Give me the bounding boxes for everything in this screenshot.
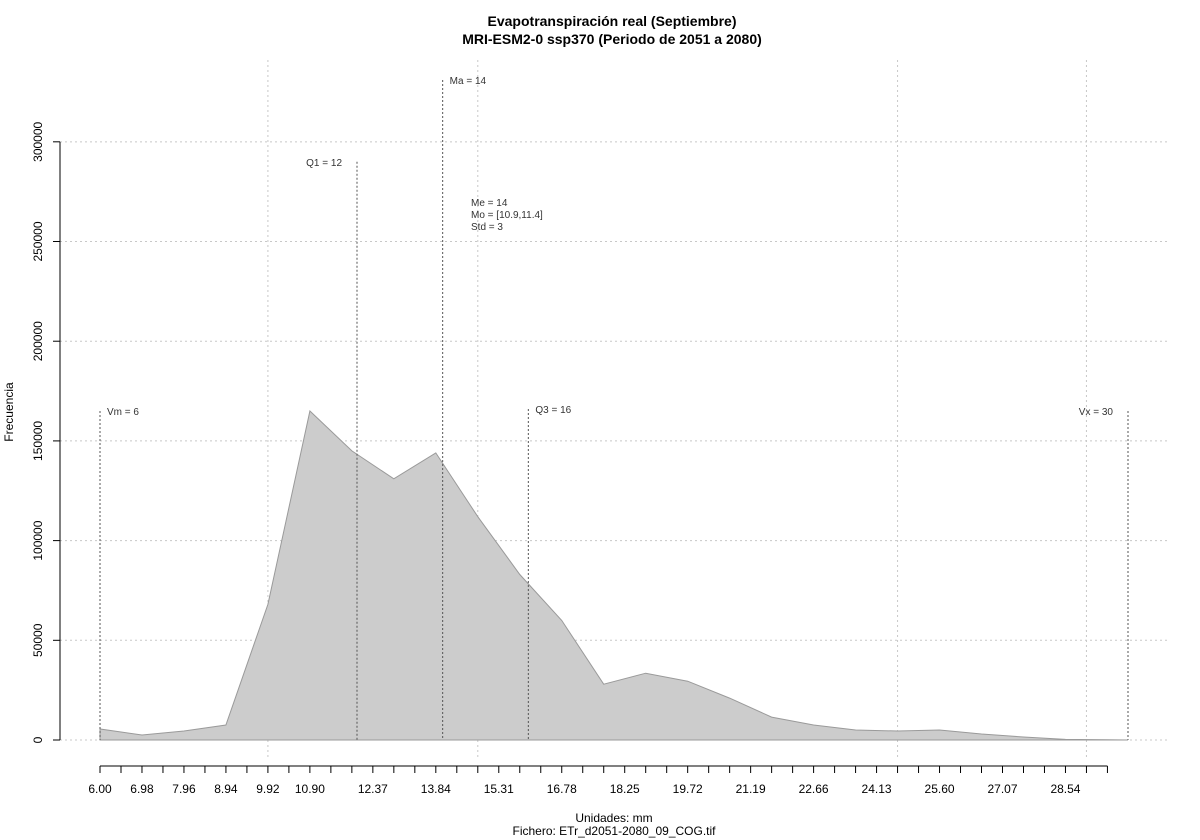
- stat-mode: Mo = [10.9,11.4]: [471, 210, 543, 221]
- axis-layer: 0 50000 100000 150000 200000 250000 300000 6.00…: [31, 121, 1108, 796]
- marker-label-2: Ma = 14: [450, 76, 487, 87]
- x-tick-label-17: 28.54: [1050, 782, 1080, 796]
- y-axis-label: Frecuencia: [2, 382, 16, 442]
- stats-box: Me = 14 Mo = [10.9,11.4] Std = 3: [471, 198, 543, 233]
- x-tick-label-16: 27.07: [987, 782, 1017, 796]
- y-tick-label-4: 200000: [31, 321, 45, 361]
- grid-layer: [60, 60, 1168, 760]
- x-tick-label-3: 8.94: [214, 782, 238, 796]
- stat-std: Std = 3: [471, 222, 503, 233]
- area-layer: [99, 410, 1129, 741]
- x-tick-label-1: 6.98: [130, 782, 154, 796]
- x-tick-label-15: 25.60: [925, 782, 955, 796]
- y-tick-label-1: 50000: [31, 623, 45, 657]
- y-tick-label-5: 250000: [31, 221, 45, 261]
- x-axis-label: Unidades: mm: [575, 811, 652, 825]
- x-tick-label-9: 16.78: [547, 782, 577, 796]
- chart-subtitle: MRI-ESM2-0 ssp370 (Periodo de 2051 a 208…: [462, 31, 762, 47]
- y-tick-label-6: 300000: [31, 121, 45, 161]
- stat-median: Me = 14: [471, 198, 508, 209]
- y-tick-label-3: 150000: [31, 421, 45, 461]
- x-tick-label-5: 10.90: [295, 782, 325, 796]
- x-tick-label-14: 24.13: [862, 782, 892, 796]
- x-tick-label-11: 19.72: [673, 782, 703, 796]
- file-caption: Fichero: ETr_d2051-2080_09_COG.tif: [513, 824, 717, 838]
- x-tick-label-6: 12.37: [358, 782, 388, 796]
- marker-label-3: Q3 = 16: [535, 405, 571, 416]
- x-tick-label-2: 7.96: [172, 782, 196, 796]
- x-tick-label-13: 22.66: [799, 782, 829, 796]
- y-tick-label-2: 100000: [31, 520, 45, 560]
- x-tick-label-10: 18.25: [610, 782, 640, 796]
- x-tick-label-0: 6.00: [88, 782, 112, 796]
- x-tick-label-12: 21.19: [736, 782, 766, 796]
- x-tick-label-8: 15.31: [484, 782, 514, 796]
- y-tick-label-0: 0: [31, 736, 45, 743]
- x-tick-label-7: 13.84: [421, 782, 451, 796]
- marker-layer: Vm = 6 Q1 = 12 Ma = 14 Q3 = 16 Vx = 30: [99, 76, 1129, 740]
- marker-label-1: Q1 = 12: [306, 158, 342, 169]
- x-tick-label-4: 9.92: [256, 782, 280, 796]
- chart-title: Evapotranspiración real (Septiembre): [488, 13, 737, 29]
- marker-label-0: Vm = 6: [107, 407, 139, 418]
- frequency-area-0: [99, 410, 1129, 741]
- marker-label-4: Vx = 30: [1079, 407, 1114, 418]
